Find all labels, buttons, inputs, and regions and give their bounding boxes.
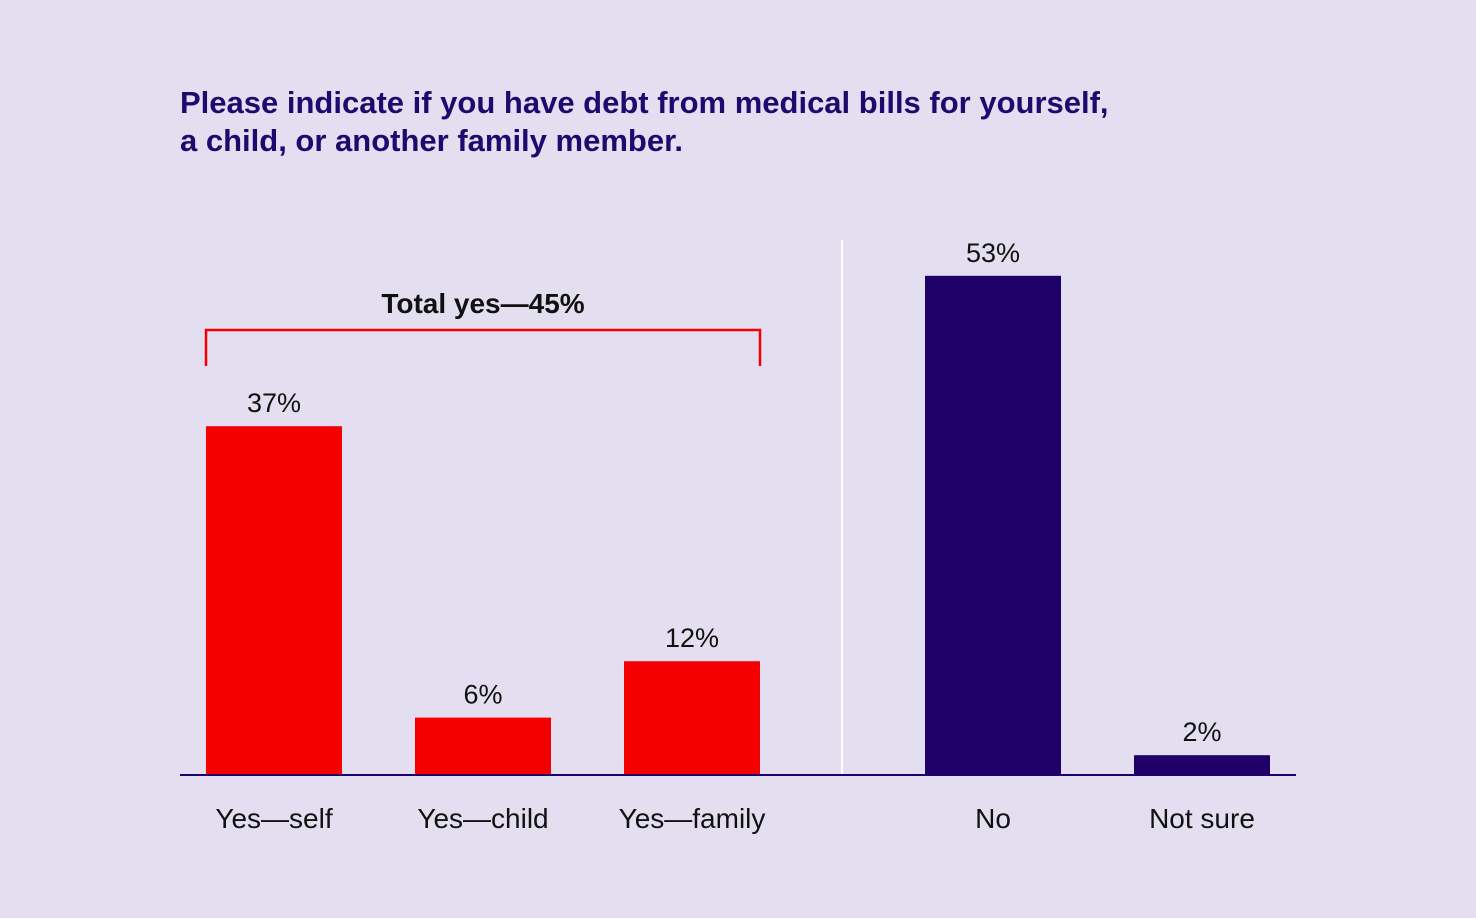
chart-title: Please indicate if you have debt from me… bbox=[180, 84, 1280, 160]
value-label-3: 53% bbox=[966, 238, 1020, 268]
value-label-0: 37% bbox=[247, 388, 301, 418]
category-label-0: Yes—self bbox=[215, 803, 332, 834]
bar-2 bbox=[624, 661, 760, 774]
category-label-1: Yes—child bbox=[417, 803, 548, 834]
value-label-4: 2% bbox=[1182, 717, 1221, 747]
value-label-2: 12% bbox=[665, 623, 719, 653]
total-yes-annotation: Total yes—45% bbox=[381, 288, 584, 319]
chart-title-line-1: Please indicate if you have debt from me… bbox=[180, 85, 1109, 120]
bar-3 bbox=[925, 275, 1061, 774]
value-label-1: 6% bbox=[463, 680, 502, 710]
bar-0 bbox=[206, 426, 342, 774]
category-label-4: Not sure bbox=[1149, 803, 1255, 834]
total-yes-bracket bbox=[204, 328, 762, 366]
bar-4 bbox=[1134, 755, 1270, 774]
category-label-2: Yes—family bbox=[619, 803, 766, 834]
category-label-3: No bbox=[975, 803, 1011, 834]
chart-title-line-2: a child, or another family member. bbox=[180, 123, 684, 158]
bar-1 bbox=[415, 717, 551, 774]
